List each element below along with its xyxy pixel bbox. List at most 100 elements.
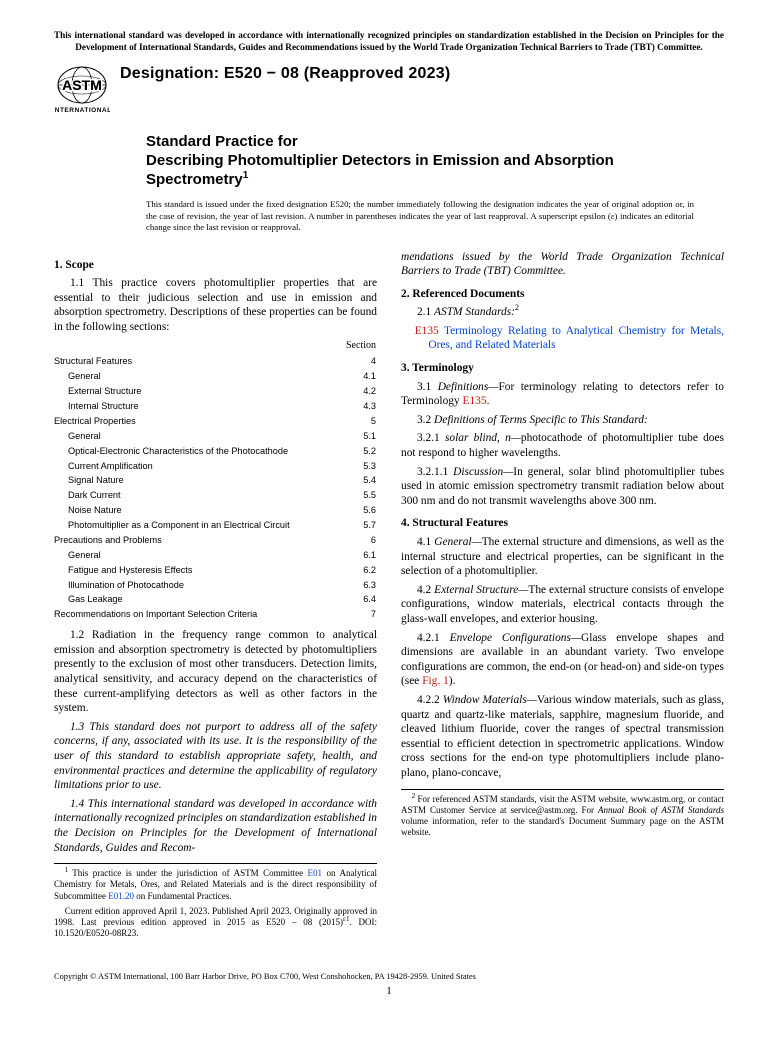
toc-header-row: Section — [54, 338, 377, 354]
ref-e135-code[interactable]: E135 — [415, 325, 439, 337]
toc-row: Signal Nature5.4 — [54, 473, 377, 488]
left-column: 1. Scope 1.1 This practice covers photom… — [54, 250, 377, 944]
astm-logo: ASTM ASTM INTERNATIONAL — [54, 63, 110, 115]
svg-text:INTERNATIONAL: INTERNATIONAL — [54, 107, 110, 114]
toc-label: Optical-Electronic Characteristics of th… — [54, 444, 339, 459]
title-prefix: Standard Practice for — [146, 133, 694, 152]
header-row: ASTM ASTM INTERNATIONAL Designation: E52… — [54, 63, 724, 115]
para-1-1: 1.1 This practice covers photomultiplier… — [54, 276, 377, 334]
toc-label: General — [54, 429, 339, 444]
body-columns: 1. Scope 1.1 This practice covers photom… — [54, 250, 724, 944]
toc-section-number: 5.4 — [339, 473, 377, 488]
toc-section-number: 5.2 — [339, 444, 377, 459]
toc-row: Dark Current5.5 — [54, 488, 377, 503]
para-3-2-label: Definitions of Terms Specific to This St… — [434, 414, 648, 426]
toc-section-number: 5.5 — [339, 488, 377, 503]
footnote-2: 2 For referenced ASTM standards, visit t… — [401, 794, 724, 839]
toc-label: External Structure — [54, 384, 339, 399]
astm-logo-icon: ASTM ASTM INTERNATIONAL — [54, 63, 110, 115]
para-4-2: 4.2 External Structure—The external stru… — [401, 583, 724, 627]
para-3-2-1-label: solar blind, n— — [445, 432, 521, 444]
para-1-4-cont: mendations issued by the World Trade Org… — [401, 250, 724, 279]
para-4-2-1-link[interactable]: Fig. 1 — [422, 675, 449, 687]
toc-row: Recommendations on Important Selection C… — [54, 607, 377, 622]
ref-e135-title[interactable]: Terminology Relating to Analytical Chemi… — [428, 325, 724, 352]
structural-heading: 4. Structural Features — [401, 516, 724, 531]
ref-e135-line: E135 Terminology Relating to Analytical … — [401, 324, 724, 353]
footnote-rule-left — [54, 863, 377, 864]
footnote-1-d: Current edition approved April 1, 2023. … — [54, 906, 377, 927]
toc-label: Gas Leakage — [54, 592, 339, 607]
toc-label: Noise Nature — [54, 503, 339, 518]
para-3-1-label: Definitions— — [438, 381, 499, 393]
svg-text:ASTM: ASTM — [62, 77, 102, 93]
toc-row: Internal Structure4.3 — [54, 399, 377, 414]
para-4-2-num: 4.2 — [417, 584, 434, 596]
para-4-2-2-num: 4.2.2 — [417, 694, 443, 706]
title-main-text: Describing Photomultiplier Detectors in … — [146, 152, 614, 188]
toc-label: General — [54, 369, 339, 384]
toc-section-number: 6.2 — [339, 563, 377, 578]
toc-row: Gas Leakage6.4 — [54, 592, 377, 607]
footnote-1-a: This practice is under the jurisdiction … — [72, 868, 307, 878]
para-3-1: 3.1 Definitions—For terminology relating… — [401, 380, 724, 409]
refdocs-heading: 2. Referenced Documents — [401, 287, 724, 302]
toc-row: Current Amplification5.3 — [54, 459, 377, 474]
toc-row: Fatigue and Hysteresis Effects6.2 — [54, 563, 377, 578]
footnote-1-line1: 1 This practice is under the jurisdictio… — [54, 868, 377, 902]
toc-label: Internal Structure — [54, 399, 339, 414]
para-1-3: 1.3 This standard does not purport to ad… — [54, 720, 377, 793]
toc-label: Fatigue and Hysteresis Effects — [54, 563, 339, 578]
para-4-1-num: 4.1 — [417, 536, 434, 548]
toc-section-number: 5.7 — [339, 518, 377, 533]
para-3-1-dot: . — [487, 395, 490, 407]
toc-row: Precautions and Problems6 — [54, 533, 377, 548]
toc-row: Photomultiplier as a Component in an Ele… — [54, 518, 377, 533]
title-footnote-mark: 1 — [243, 170, 249, 181]
para-4-1-label: General— — [434, 536, 481, 548]
para-1-4-text: 1.4 This international standard was deve… — [54, 798, 377, 854]
para-4-1: 4.1 General—The external structure and d… — [401, 535, 724, 579]
footnotes-left: 1 This practice is under the jurisdictio… — [54, 868, 377, 940]
toc-label: Signal Nature — [54, 473, 339, 488]
toc-row: General6.1 — [54, 548, 377, 563]
toc-section-number: 4.3 — [339, 399, 377, 414]
para-4-2-1-num: 4.2.1 — [417, 632, 450, 644]
toc-row: Noise Nature5.6 — [54, 503, 377, 518]
footnote-1-link-e01[interactable]: E01 — [308, 868, 323, 878]
designation-line: Designation: E520 − 08 (Reapproved 2023) — [120, 65, 450, 83]
para-4-2-1-tail: ). — [449, 675, 456, 687]
toc-section-number: 4.2 — [339, 384, 377, 399]
para-3-2: 3.2 Definitions of Terms Specific to Thi… — [401, 413, 724, 428]
footnotes-right: 2 For referenced ASTM standards, visit t… — [401, 794, 724, 839]
toc-section-number: 6.1 — [339, 548, 377, 563]
toc-label: Precautions and Problems — [54, 533, 339, 548]
toc-row: Electrical Properties5 — [54, 414, 377, 429]
toc-header-cell: Section — [339, 338, 377, 354]
toc-row: Illumination of Photocathode6.3 — [54, 578, 377, 593]
issuance-note: This standard is issued under the fixed … — [146, 199, 694, 233]
para-3-2-1: 3.2.1 solar blind, n—photocathode of pho… — [401, 431, 724, 460]
para-1-3-text: 1.3 This standard does not purport to ad… — [54, 721, 377, 791]
toc-section-number: 6.4 — [339, 592, 377, 607]
scope-heading: 1. Scope — [54, 258, 377, 273]
footnote-1-c: on Fundamental Practices. — [134, 891, 231, 901]
toc-label: Dark Current — [54, 488, 339, 503]
para-2-1: 2.1 ASTM Standards:2 — [401, 305, 724, 320]
para-3-1-num: 3.1 — [417, 381, 438, 393]
toc-row: External Structure4.2 — [54, 384, 377, 399]
footnote-2-c: volume information, refer to the standar… — [401, 816, 724, 837]
para-3-1-link[interactable]: E135 — [463, 395, 487, 407]
para-3-2-1-1: 3.2.1.1 Discussion—In general, solar bli… — [401, 465, 724, 509]
page-number: 1 — [54, 985, 724, 997]
copyright-line: Copyright © ASTM International, 100 Barr… — [54, 972, 724, 981]
toc-section-number: 5.6 — [339, 503, 377, 518]
toc-label: Photomultiplier as a Component in an Ele… — [54, 518, 339, 533]
para-1-2: 1.2 Radiation in the frequency range com… — [54, 628, 377, 716]
footnote-1-link-e0120[interactable]: E01.20 — [108, 891, 134, 901]
footnote-rule-right — [401, 789, 724, 790]
para-4-2-1: 4.2.1 Envelope Configurations—Glass enve… — [401, 631, 724, 689]
para-4-2-2: 4.2.2 Window Materials—Various window ma… — [401, 693, 724, 781]
footnote-2-b: Annual Book of ASTM Standards — [598, 805, 724, 815]
toc-label: Current Amplification — [54, 459, 339, 474]
